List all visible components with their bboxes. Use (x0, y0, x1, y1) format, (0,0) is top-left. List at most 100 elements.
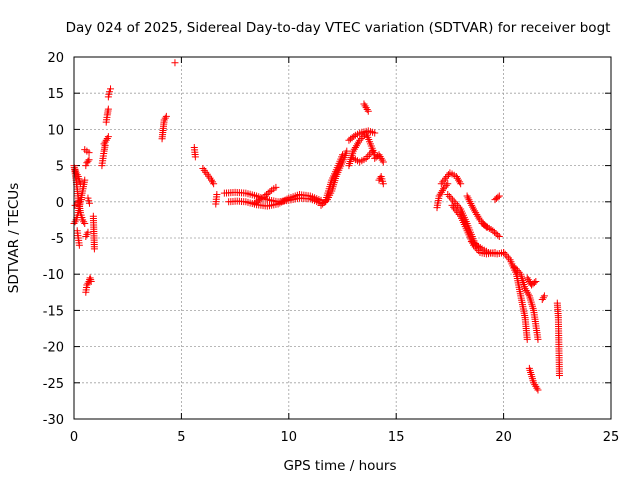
data-point (456, 178, 464, 186)
data-point (367, 149, 375, 157)
data-point (90, 245, 98, 253)
data-point (476, 216, 484, 224)
data-point (349, 147, 357, 155)
data-point (534, 386, 542, 394)
x-tick-label: 15 (388, 430, 405, 445)
data-point (469, 239, 477, 247)
data-point (261, 192, 269, 200)
data-point (266, 188, 274, 196)
data-point (361, 102, 369, 110)
data-point (377, 154, 385, 162)
data-point (482, 222, 490, 230)
data-point (485, 224, 493, 232)
data-point (171, 59, 179, 67)
data-point (76, 180, 84, 188)
data-point (435, 192, 443, 200)
data-point (523, 274, 531, 282)
data-point (360, 100, 368, 108)
data-point (442, 181, 450, 189)
data-point (213, 191, 221, 199)
data-point (281, 196, 289, 204)
data-point (354, 140, 362, 148)
data-point (191, 153, 199, 161)
data-point (437, 188, 445, 196)
data-point (524, 290, 532, 298)
data-point (510, 263, 518, 271)
data-point (443, 172, 451, 180)
data-point (540, 292, 548, 300)
data-point (453, 174, 461, 182)
y-tick-label: 15 (47, 87, 64, 102)
data-point (474, 212, 482, 220)
data-point (350, 132, 358, 140)
data-point (473, 210, 481, 218)
data-point (449, 196, 457, 204)
data-point (75, 241, 83, 249)
x-tick-labels: 0 5 10 15 20 25 (70, 430, 619, 445)
data-point (476, 244, 484, 252)
data-point (86, 274, 94, 282)
data-point (524, 276, 532, 284)
x-tick-label: 10 (281, 430, 298, 445)
data-point (439, 178, 447, 186)
data-point (492, 230, 500, 238)
data-point (457, 180, 465, 188)
data-point (439, 185, 447, 193)
data-point (362, 154, 370, 162)
data-point (532, 277, 540, 285)
data-point (539, 294, 547, 302)
data-point (85, 149, 93, 157)
data-point (356, 136, 364, 144)
data-point (80, 218, 88, 226)
data-point (81, 176, 89, 184)
data-point (522, 286, 530, 294)
data-point (455, 210, 463, 218)
plot-frame (73, 56, 612, 420)
data-point (454, 176, 462, 184)
data-point (500, 248, 508, 256)
data-point (490, 228, 498, 236)
data-point (85, 199, 93, 207)
data-point (104, 105, 112, 113)
data-point (105, 88, 113, 96)
data-point (343, 147, 351, 155)
data-point (379, 180, 387, 188)
y-tick-labels: -30 -25 -20 -15 -10 -5 0 5 10 15 20 (43, 51, 64, 428)
y-tick-label: -15 (43, 304, 64, 319)
data-point (470, 205, 478, 213)
data-point (355, 138, 363, 146)
data-point (525, 277, 533, 285)
data-point (494, 193, 502, 201)
data-point (514, 267, 522, 275)
data-point (532, 382, 540, 390)
grid-lines (74, 57, 611, 419)
data-point (452, 172, 460, 180)
data-point (447, 194, 455, 202)
data-point (442, 174, 450, 182)
data-point (84, 279, 92, 287)
data-point (73, 171, 81, 179)
data-point (467, 238, 475, 246)
data-point (72, 167, 80, 175)
data-point (320, 199, 328, 207)
data-point (494, 231, 502, 239)
data-point (440, 176, 448, 184)
data-point (489, 227, 497, 235)
data-point (452, 207, 460, 215)
data-point (83, 281, 91, 289)
data-point (480, 221, 488, 229)
data-point (262, 191, 270, 199)
chart-title: Day 024 of 2025, Sidereal Day-to-day VTE… (66, 20, 611, 36)
data-point (538, 296, 546, 304)
data-point (87, 277, 95, 285)
data-point (365, 151, 373, 159)
data-point (521, 285, 529, 293)
data-point (71, 218, 79, 226)
data-point (473, 241, 481, 249)
y-tick-label: 20 (47, 51, 64, 66)
data-point (501, 250, 509, 258)
data-point (444, 171, 452, 179)
data-point (555, 372, 563, 380)
data-point (478, 220, 486, 228)
